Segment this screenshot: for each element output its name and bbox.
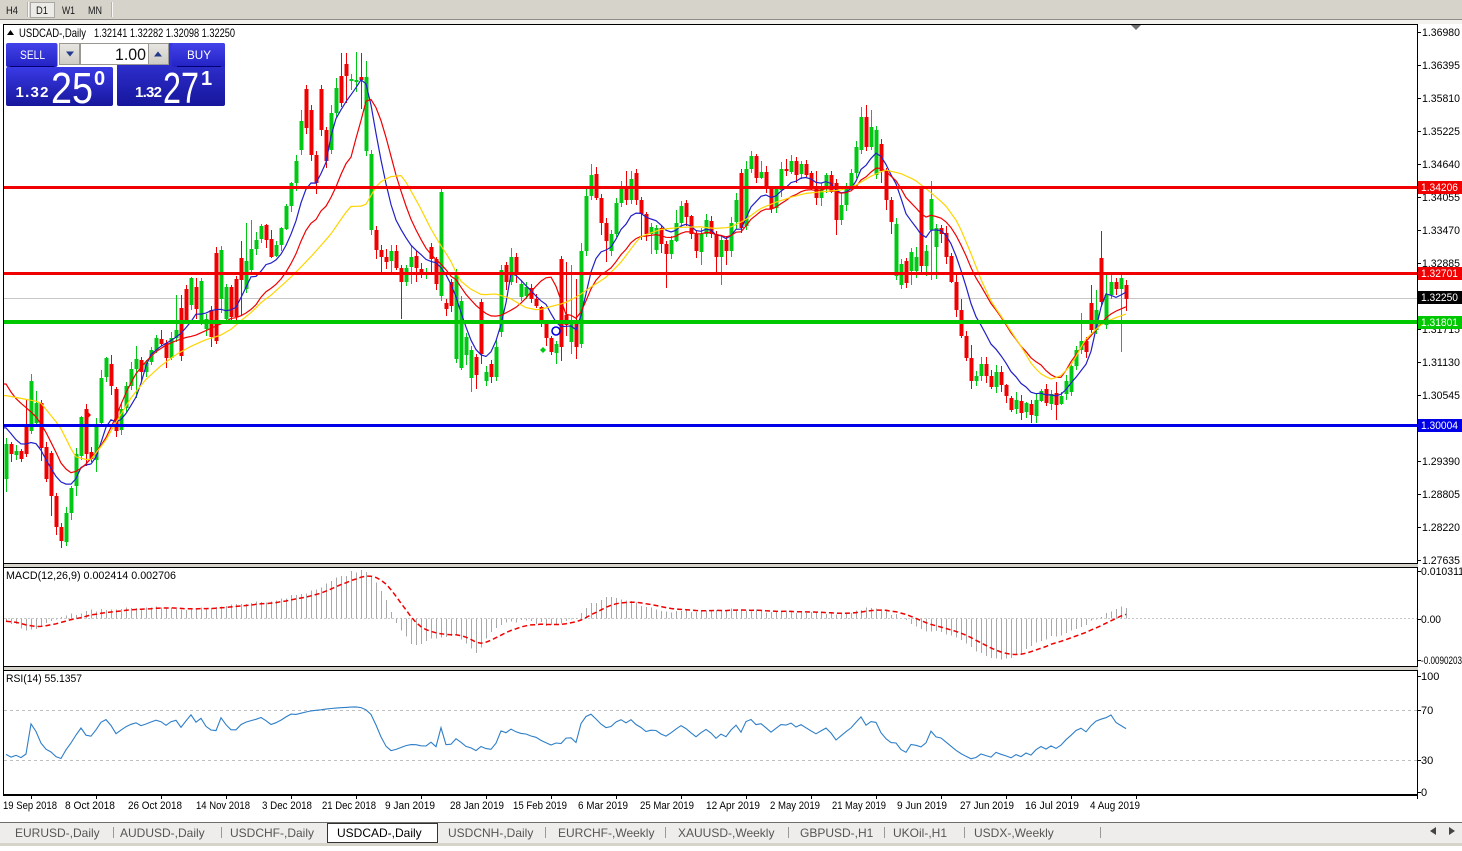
svg-text:1.31130: 1.31130 xyxy=(1422,357,1460,369)
svg-text:4 Aug 2019: 4 Aug 2019 xyxy=(1090,800,1140,812)
svg-text:1.00: 1.00 xyxy=(115,45,146,64)
svg-text:9 Jun 2019: 9 Jun 2019 xyxy=(897,800,947,812)
svg-text:XAUUSD-,Weekly: XAUUSD-,Weekly xyxy=(678,826,774,840)
svg-text:16 Jul 2019: 16 Jul 2019 xyxy=(1025,800,1079,812)
svg-text:0: 0 xyxy=(1421,787,1427,799)
svg-text:-0.0090203: -0.0090203 xyxy=(1421,655,1462,667)
svg-text:1.29390: 1.29390 xyxy=(1422,456,1460,468)
svg-text:USDCAD-,Daily: USDCAD-,Daily xyxy=(19,26,86,40)
svg-text:MN: MN xyxy=(88,5,102,17)
svg-text:1.32: 1.32 xyxy=(16,84,49,101)
svg-text:1.30545: 1.30545 xyxy=(1422,390,1460,402)
svg-text:26 Oct 2018: 26 Oct 2018 xyxy=(128,800,182,812)
svg-text:W1: W1 xyxy=(62,5,75,17)
svg-text:9 Jan 2019: 9 Jan 2019 xyxy=(385,800,435,812)
svg-text:27 Jun 2019: 27 Jun 2019 xyxy=(960,800,1014,812)
svg-text:SELL: SELL xyxy=(20,48,45,62)
svg-text:1.32: 1.32 xyxy=(135,84,162,101)
svg-text:12 Apr 2019: 12 Apr 2019 xyxy=(706,800,760,812)
svg-text:14 Nov 2018: 14 Nov 2018 xyxy=(196,800,250,812)
svg-text:1: 1 xyxy=(201,68,212,90)
svg-text:MACD(12,26,9) 0.002414 0.00270: MACD(12,26,9) 0.002414 0.002706 xyxy=(6,570,176,582)
svg-text:6 Mar 2019: 6 Mar 2019 xyxy=(578,800,628,812)
svg-text:28 Jan 2019: 28 Jan 2019 xyxy=(450,800,504,812)
svg-text:1.34640: 1.34640 xyxy=(1422,159,1460,171)
svg-text:25 Mar 2019: 25 Mar 2019 xyxy=(640,800,694,812)
svg-text:19 Sep 2018: 19 Sep 2018 xyxy=(3,800,57,812)
svg-text:1.35225: 1.35225 xyxy=(1422,126,1460,138)
svg-text:21 May 2019: 21 May 2019 xyxy=(832,800,886,812)
svg-text:1.32701: 1.32701 xyxy=(1421,268,1458,280)
svg-text:70: 70 xyxy=(1421,705,1433,717)
svg-text:1.31801: 1.31801 xyxy=(1421,317,1458,329)
svg-text:1.33470: 1.33470 xyxy=(1422,225,1460,237)
svg-text:0: 0 xyxy=(94,68,105,90)
svg-text:UKOil-,H1: UKOil-,H1 xyxy=(893,826,947,840)
svg-text:1.28220: 1.28220 xyxy=(1422,522,1460,534)
svg-text:1.36395: 1.36395 xyxy=(1422,60,1460,72)
svg-text:8 Oct 2018: 8 Oct 2018 xyxy=(65,800,115,812)
svg-text:D1: D1 xyxy=(36,5,48,17)
svg-text:1.30004: 1.30004 xyxy=(1421,420,1458,432)
svg-text:15 Feb 2019: 15 Feb 2019 xyxy=(513,800,567,812)
svg-text:25: 25 xyxy=(51,64,93,113)
svg-text:1.36980: 1.36980 xyxy=(1422,27,1460,39)
svg-text:EURCHF-,Weekly: EURCHF-,Weekly xyxy=(558,826,654,840)
svg-text:1.34055: 1.34055 xyxy=(1422,192,1460,204)
svg-text:USDX-,Weekly: USDX-,Weekly xyxy=(974,826,1054,840)
svg-text:RSI(14) 55.1357: RSI(14) 55.1357 xyxy=(6,673,82,685)
svg-text:1.28805: 1.28805 xyxy=(1422,489,1460,501)
svg-text:1.35810: 1.35810 xyxy=(1422,93,1460,105)
svg-text:30: 30 xyxy=(1421,755,1433,767)
svg-text:1.32141 1.32282 1.32098 1.3225: 1.32141 1.32282 1.32098 1.32250 xyxy=(94,26,235,40)
svg-text:BUY: BUY xyxy=(187,48,211,62)
svg-text:21 Dec 2018: 21 Dec 2018 xyxy=(322,800,376,812)
svg-text:100: 100 xyxy=(1421,671,1439,683)
svg-text:GBPUSD-,H1: GBPUSD-,H1 xyxy=(800,826,874,840)
svg-text:USDCAD-,Daily: USDCAD-,Daily xyxy=(337,826,422,840)
svg-text:27: 27 xyxy=(163,64,199,113)
svg-text:USDCHF-,Daily: USDCHF-,Daily xyxy=(230,826,314,840)
svg-text:2 May 2019: 2 May 2019 xyxy=(770,800,820,812)
svg-text:AUDUSD-,Daily: AUDUSD-,Daily xyxy=(120,826,205,840)
svg-text:EURUSD-,Daily: EURUSD-,Daily xyxy=(15,826,100,840)
svg-text:USDCNH-,Daily: USDCNH-,Daily xyxy=(448,826,533,840)
svg-text:1.27635: 1.27635 xyxy=(1422,555,1460,567)
svg-text:0.010311: 0.010311 xyxy=(1421,566,1462,578)
svg-text:3 Dec 2018: 3 Dec 2018 xyxy=(262,800,312,812)
svg-text:0.00: 0.00 xyxy=(1421,614,1441,626)
svg-text:1.32250: 1.32250 xyxy=(1421,292,1458,304)
svg-text:H4: H4 xyxy=(6,5,18,17)
svg-text:1.34206: 1.34206 xyxy=(1421,182,1458,194)
